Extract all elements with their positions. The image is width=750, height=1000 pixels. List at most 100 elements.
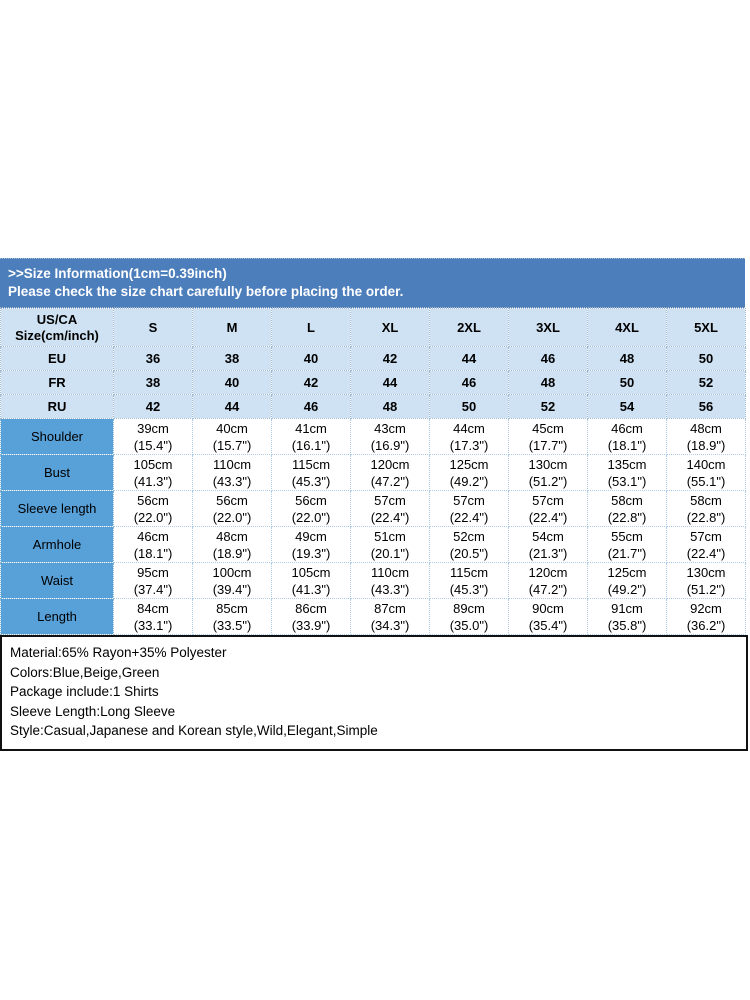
size-col-header-m: M: [192, 308, 272, 347]
table-cell: 52: [508, 394, 588, 419]
size-col-header-4xl: 4XL: [587, 308, 667, 347]
measurement-row-shoulder: Shoulder 39cm (15.4") 40cm (15.7") 41cm …: [0, 418, 746, 455]
size-chart-sheet: >>Size Information(1cm=0.39inch) Please …: [0, 258, 750, 751]
size-info-banner: >>Size Information(1cm=0.39inch) Please …: [0, 258, 745, 308]
table-cell: 115cm (45.3"): [271, 454, 351, 491]
info-line-colors: Colors:Blue,Beige,Green: [10, 664, 160, 680]
table-cell: 44: [350, 370, 430, 395]
table-cell: 56cm (22.0"): [113, 490, 193, 527]
table-cell: 50: [587, 370, 667, 395]
table-cell: 105cm (41.3"): [271, 562, 351, 599]
table-cell: 57cm (22.4"): [666, 526, 746, 563]
table-cell: 46: [429, 370, 509, 395]
table-cell: 92cm (36.2"): [666, 598, 746, 635]
table-cell: 54: [587, 394, 667, 419]
table-cell: 40cm (15.7"): [192, 418, 272, 455]
banner-title: >>Size Information(1cm=0.39inch): [8, 266, 227, 281]
size-col-header-xl: XL: [350, 308, 430, 347]
table-cell: 43cm (16.9"): [350, 418, 430, 455]
table-cell: 58cm (22.8"): [666, 490, 746, 527]
table-cell: 50: [666, 346, 746, 371]
table-cell: 55cm (21.7"): [587, 526, 667, 563]
table-cell: 44: [192, 394, 272, 419]
table-cell: 36: [113, 346, 193, 371]
measurement-row-sleeve-length: Sleeve length 56cm (22.0") 56cm (22.0") …: [0, 490, 746, 527]
info-line-sleeve-length: Sleeve Length:Long Sleeve: [10, 703, 176, 719]
measurement-label-armhole: Armhole: [0, 526, 114, 563]
table-cell: 130cm (51.2"): [508, 454, 588, 491]
measurement-row-waist: Waist 95cm (37.4") 100cm (39.4") 105cm (…: [0, 562, 746, 599]
banner-subtitle: Please check the size chart carefully be…: [8, 284, 404, 299]
region-label-fr: FR: [0, 370, 114, 395]
measurement-label-waist: Waist: [0, 562, 114, 599]
info-line-material: Material:65% Rayon+35% Polyester: [10, 645, 227, 660]
table-cell: 54cm (21.3"): [508, 526, 588, 563]
table-cell: 46: [508, 346, 588, 371]
table-cell: 86cm (33.9"): [271, 598, 351, 635]
table-cell: 48: [350, 394, 430, 419]
measurement-row-armhole: Armhole 46cm (18.1") 48cm (18.9") 49cm (…: [0, 526, 746, 563]
table-cell: 46: [271, 394, 351, 419]
table-cell: 48cm (18.9"): [192, 526, 272, 563]
size-col-header-3xl: 3XL: [508, 308, 588, 347]
measurement-label-length: Length: [0, 598, 114, 635]
info-line-style: Style:Casual,Japanese and Korean style,W…: [10, 723, 378, 738]
table-cell: 125cm (49.2"): [587, 562, 667, 599]
info-line-package: Package include:1 Shirts: [10, 684, 159, 699]
region-label-eu: EU: [0, 346, 114, 371]
table-cell: 57cm (22.4"): [429, 490, 509, 527]
table-cell: 46cm (18.1"): [587, 418, 667, 455]
measurement-label-shoulder: Shoulder: [0, 418, 114, 455]
table-cell: 52: [666, 370, 746, 395]
size-table: US/CA Size(cm/inch) S M L XL 2XL 3XL 4XL…: [0, 308, 746, 635]
table-cell: 57cm (22.4"): [350, 490, 430, 527]
size-col-header-s: S: [113, 308, 193, 347]
table-cell: 120cm (47.2"): [508, 562, 588, 599]
table-cell: 90cm (35.4"): [508, 598, 588, 635]
table-cell: 38: [113, 370, 193, 395]
table-cell: 89cm (35.0"): [429, 598, 509, 635]
table-cell: 110cm (43.3"): [350, 562, 430, 599]
table-cell: 45cm (17.7"): [508, 418, 588, 455]
table-cell: 115cm (45.3"): [429, 562, 509, 599]
table-cell: 56cm (22.0"): [271, 490, 351, 527]
table-cell: 140cm (55.1"): [666, 454, 746, 491]
table-cell: 105cm (41.3"): [113, 454, 193, 491]
size-col-header-2xl: 2XL: [429, 308, 509, 347]
table-cell: 40: [192, 370, 272, 395]
measurement-label-bust: Bust: [0, 454, 114, 491]
table-cell: 49cm (19.3"): [271, 526, 351, 563]
region-row-ru: RU 42 44 46 48 50 52 54 56: [0, 394, 746, 419]
table-cell: 42: [350, 346, 430, 371]
table-cell: 100cm (39.4"): [192, 562, 272, 599]
table-cell: 48: [587, 346, 667, 371]
table-cell: 41cm (16.1"): [271, 418, 351, 455]
table-cell: 44cm (17.3"): [429, 418, 509, 455]
table-cell: 51cm (20.1"): [350, 526, 430, 563]
table-cell: 52cm (20.5"): [429, 526, 509, 563]
measurement-row-bust: Bust 105cm (41.3") 110cm (43.3") 115cm (…: [0, 454, 746, 491]
table-cell: 120cm (47.2"): [350, 454, 430, 491]
table-cell: 95cm (37.4"): [113, 562, 193, 599]
table-cell: 57cm (22.4"): [508, 490, 588, 527]
table-cell: 48cm (18.9"): [666, 418, 746, 455]
table-cell: 40: [271, 346, 351, 371]
table-cell: 58cm (22.8"): [587, 490, 667, 527]
table-cell: 87cm (34.3"): [350, 598, 430, 635]
table-cell: 130cm (51.2"): [666, 562, 746, 599]
table-cell: 91cm (35.8"): [587, 598, 667, 635]
table-cell: 42: [113, 394, 193, 419]
table-cell: 110cm (43.3"): [192, 454, 272, 491]
measurement-row-length: Length 84cm (33.1") 85cm (33.5") 86cm (3…: [0, 598, 746, 635]
table-cell: 39cm (15.4"): [113, 418, 193, 455]
table-cell: 48: [508, 370, 588, 395]
table-cell: 38: [192, 346, 272, 371]
size-col-header-l: L: [271, 308, 351, 347]
table-cell: 44: [429, 346, 509, 371]
corner-header-cell: US/CA Size(cm/inch): [0, 308, 114, 347]
table-cell: 85cm (33.5"): [192, 598, 272, 635]
table-cell: 56: [666, 394, 746, 419]
table-cell: 56cm (22.0"): [192, 490, 272, 527]
table-cell: 42: [271, 370, 351, 395]
